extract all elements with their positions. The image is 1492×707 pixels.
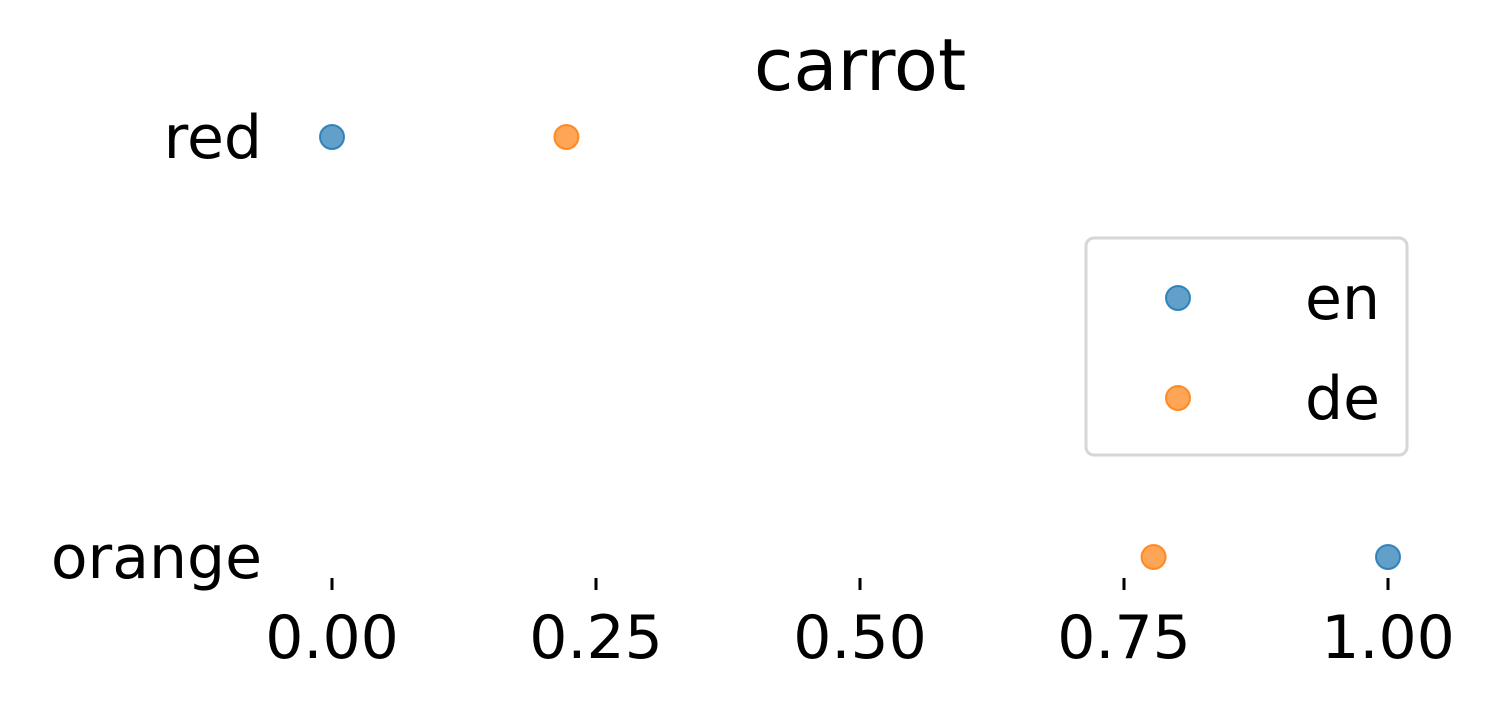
x-tick-label: 0.00 bbox=[265, 603, 399, 673]
point-en-orange bbox=[1375, 544, 1401, 570]
y-axis: red orange bbox=[51, 103, 262, 593]
chart-title: carrot bbox=[754, 23, 966, 107]
point-de-orange bbox=[1140, 544, 1167, 570]
legend-label-de: de bbox=[1305, 364, 1380, 434]
point-de-red bbox=[553, 124, 580, 150]
y-tick-label-orange: orange bbox=[51, 523, 262, 593]
legend-label-en: en bbox=[1305, 264, 1380, 334]
x-tick-label: 0.50 bbox=[793, 603, 927, 673]
legend: en de bbox=[1084, 236, 1409, 457]
x-tick-label: 0.75 bbox=[1057, 603, 1191, 673]
x-tick-label: 0.25 bbox=[529, 603, 663, 673]
legend-marker-de bbox=[1165, 385, 1191, 411]
y-tick-label-red: red bbox=[164, 103, 262, 173]
legend-marker-en bbox=[1165, 285, 1191, 311]
point-en-red bbox=[319, 124, 345, 150]
x-tick-label: 1.00 bbox=[1321, 603, 1455, 673]
x-axis: 0.00 0.25 0.50 0.75 1.00 bbox=[265, 578, 1455, 673]
data-points bbox=[319, 124, 1401, 570]
